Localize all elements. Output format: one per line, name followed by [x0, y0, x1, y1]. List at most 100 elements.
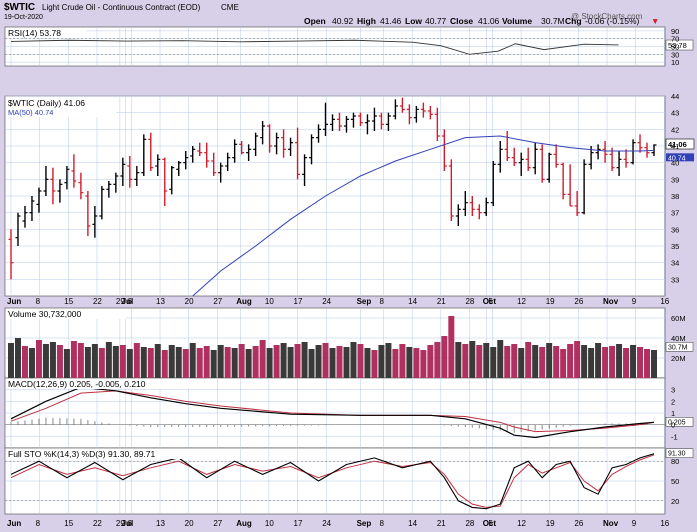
open-value: 40.92	[332, 16, 354, 26]
date-tick-label: 13	[156, 297, 165, 306]
volume-bar	[175, 347, 182, 378]
volume-bar	[273, 345, 280, 378]
date-tick-label: 15	[64, 297, 73, 306]
volume-bar	[532, 345, 539, 378]
price-title-bg	[6, 97, 116, 117]
ma-legend: MA(50) 40.74	[8, 108, 53, 117]
rsi-line	[10, 39, 619, 55]
volume-bar	[168, 345, 175, 378]
date-tick-label: 6	[127, 297, 132, 306]
volume-value-label: 30.7M	[668, 344, 688, 351]
date-tick-label: 27	[213, 519, 222, 528]
date-tick-label: 20	[185, 297, 194, 306]
volume-bar	[245, 349, 252, 378]
volume-bar	[329, 348, 336, 378]
y-tick-label: 3	[671, 386, 675, 395]
y-tick-label: 10	[671, 58, 679, 67]
sto-k-line	[10, 453, 655, 510]
date-tick-label: 20	[185, 519, 194, 528]
volume-bar	[119, 345, 126, 378]
price-series: 41.06 40.74	[8, 97, 695, 297]
macd-value-box	[665, 417, 694, 427]
volume-bar	[42, 344, 49, 378]
y-tick-label: 35	[671, 242, 679, 251]
y-tick-label: 70	[671, 35, 679, 44]
date-tick-label: 21	[437, 297, 446, 306]
date-tick-label: 9	[632, 297, 637, 306]
volume-bar	[189, 343, 196, 378]
date-tick-label: 8	[380, 519, 385, 528]
volume-bar	[644, 349, 651, 378]
date-tick-label: Jun	[7, 297, 21, 306]
date-tick-label: 8	[36, 519, 41, 528]
volume-bar	[378, 345, 385, 378]
volume-bar	[105, 342, 112, 378]
date-tick-label: 26	[574, 519, 583, 528]
volume-bar	[252, 346, 259, 378]
volume-bar	[315, 345, 322, 378]
volume-bar	[238, 344, 245, 378]
quote-summary: Open 40.92 High 41.46 Low 40.77 Close 41…	[304, 16, 659, 26]
volume-bar	[567, 344, 574, 378]
y-tick-label: 20	[671, 497, 679, 506]
ma-value-box	[666, 153, 694, 162]
volume-bar	[28, 348, 35, 378]
volume-title: Volume 30,732,000	[8, 309, 82, 319]
date-tick-label: 12	[517, 519, 526, 528]
volume-bar	[602, 347, 609, 378]
close-label: Close	[450, 16, 473, 26]
volume-bar	[630, 345, 637, 378]
volume-bar	[49, 342, 56, 378]
volume-bar	[392, 349, 399, 378]
volume-bar	[91, 344, 98, 378]
volume-bar	[651, 350, 658, 378]
chg-label: Chg	[565, 16, 582, 26]
date-tick-label: 22	[93, 297, 102, 306]
volume-bar	[8, 343, 14, 378]
volume-bar	[154, 344, 161, 378]
ma50-line	[192, 135, 655, 297]
date-tick-label: Aug	[236, 519, 252, 528]
rsi-value-box	[665, 39, 694, 51]
volume-bar	[497, 340, 504, 378]
volume-bar	[140, 347, 147, 378]
volume-bar	[455, 342, 462, 378]
sto-series: 91.30	[5, 448, 694, 510]
y-tick-label: 20M	[671, 354, 686, 363]
rsi-title-bg	[6, 28, 86, 38]
date-tick-label: 5	[488, 297, 493, 306]
macd-value-label: 0.205	[668, 419, 686, 426]
volume-bar	[525, 342, 532, 378]
volume-bar	[350, 342, 357, 378]
symbol: $WTIC	[4, 2, 35, 13]
date-tick-label: 15	[64, 519, 73, 528]
y-tick-label: 36	[671, 225, 679, 234]
macd-line	[10, 386, 655, 439]
rsi-value-label: 53.78	[668, 41, 687, 50]
down-arrow-icon: ▼	[651, 16, 659, 26]
date-tick-label: 24	[322, 519, 331, 528]
date-tick-label: 16	[660, 297, 669, 306]
volume-bar	[343, 347, 350, 378]
volume-bar	[217, 345, 224, 378]
date-tick-label: Oct	[483, 519, 497, 528]
date-tick-label: 10	[265, 519, 274, 528]
y-tick-label: 80	[671, 457, 679, 466]
date-tick-label: 17	[294, 297, 303, 306]
date-tick-label: 14	[408, 519, 417, 528]
y-tick-label: 34	[671, 259, 679, 268]
volume-bar	[56, 345, 63, 378]
volume-bar	[35, 340, 42, 378]
date-tick-label: 27	[213, 297, 222, 306]
y-tick-label: 37	[671, 209, 679, 218]
date-tick-label: 17	[294, 519, 303, 528]
y-tick-label: 39	[671, 175, 679, 184]
volume-value-box	[665, 342, 694, 352]
volume-bar	[84, 347, 91, 378]
volume-bar	[126, 349, 133, 378]
ma-value-label: 40.74	[668, 155, 686, 162]
volume-bar	[511, 344, 518, 378]
volume-bar	[203, 346, 210, 378]
volume-bar	[322, 343, 329, 378]
